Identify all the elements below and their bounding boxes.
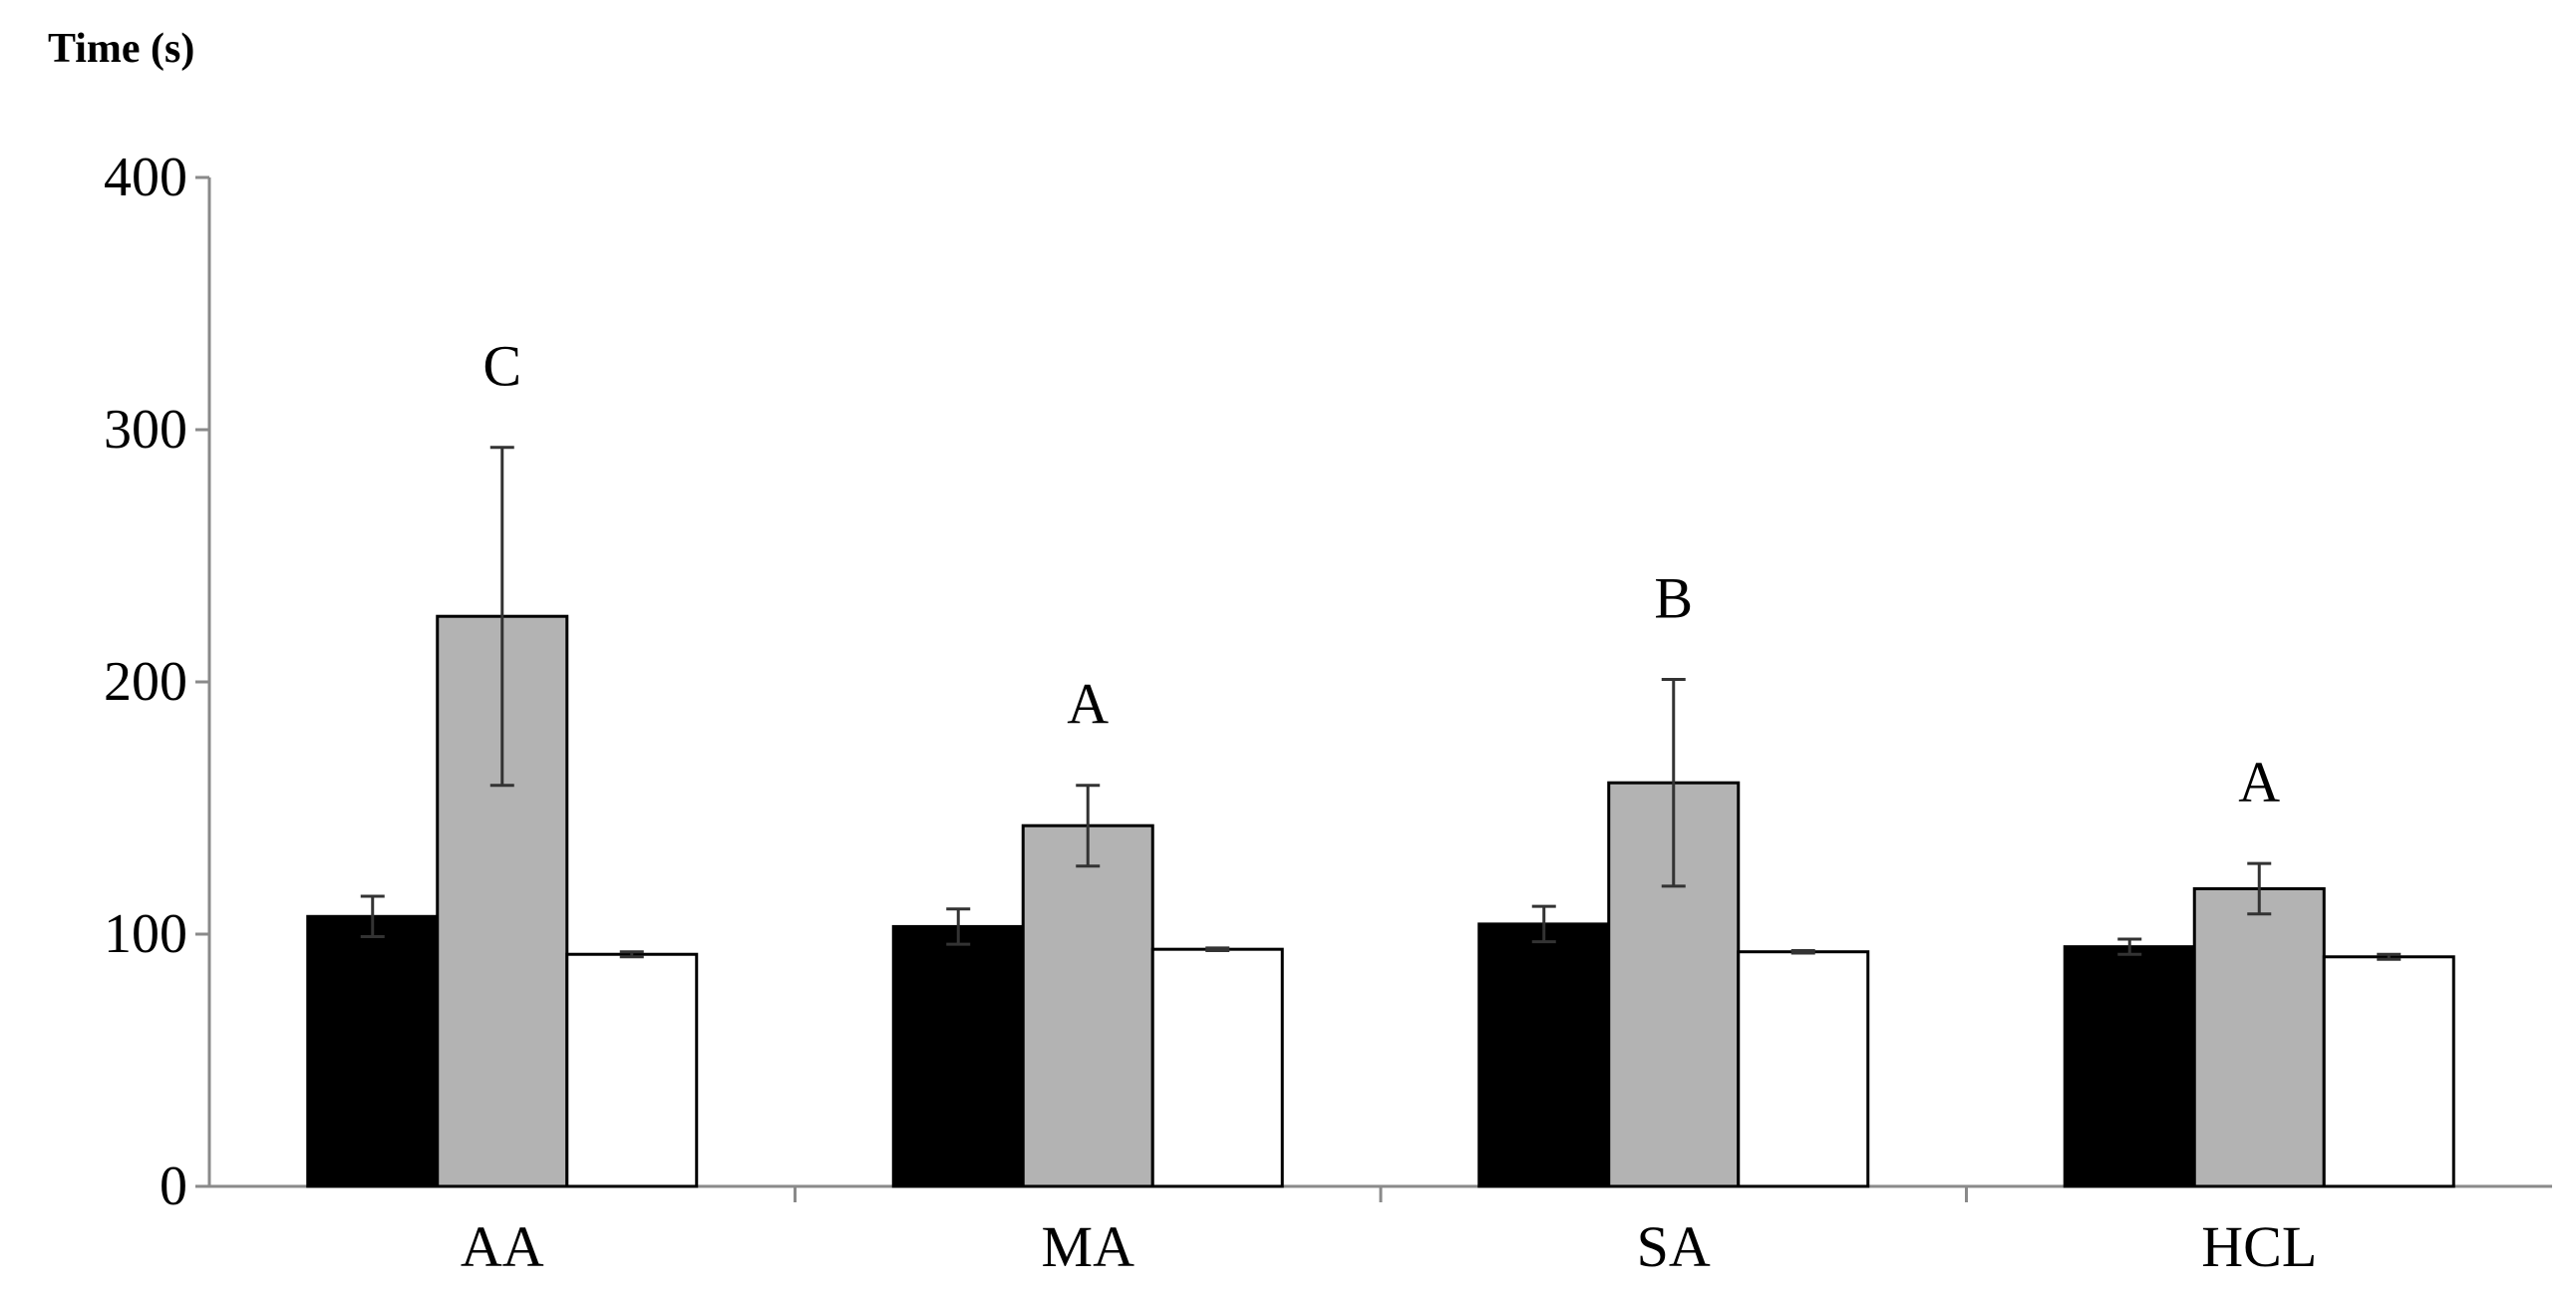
category-label: HCL [2201,1214,2317,1279]
y-tick-label: 400 [104,147,187,208]
y-tick-label: 100 [104,903,187,965]
category-labels: AA MA SA HCL [461,1214,2317,1279]
bar [891,924,1025,1188]
bar [306,914,440,1188]
y-tick-labels: 0 100 200 300 400 [104,147,187,1217]
bar [1150,947,1284,1188]
annotations: C A B A [483,334,2280,815]
bar [2322,955,2455,1188]
significance-letter: B [1654,565,1693,630]
significance-letter: C [483,334,521,399]
y-tick-label: 200 [104,651,187,713]
bar [565,952,699,1188]
bar [1021,823,1154,1188]
y-axis-title: Time (s) [48,26,194,72]
y-tick-label: 0 [160,1155,187,1217]
category-label: SA [1637,1214,1711,1279]
bars [306,614,2455,1188]
bar [1477,922,1611,1188]
bar [1737,950,1870,1188]
significance-letter: A [1067,672,1109,737]
bar [2063,945,2196,1188]
bar [2192,886,2326,1188]
category-label: MA [1042,1214,1135,1279]
category-label: AA [461,1214,544,1279]
error-bars [360,446,2402,961]
significance-letter: A [2238,750,2280,815]
y-tick-label: 300 [104,399,187,461]
